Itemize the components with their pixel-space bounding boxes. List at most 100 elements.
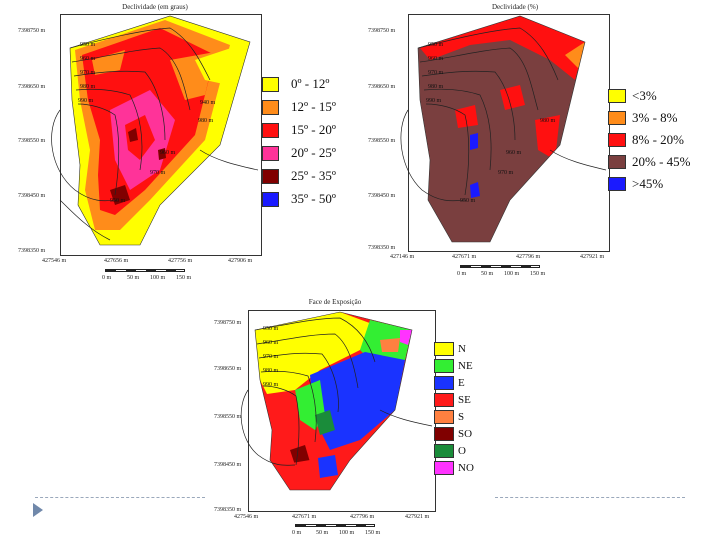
scale-bar: [460, 265, 540, 268]
legend-item: 20º - 25º: [262, 145, 336, 161]
legend-swatch: [434, 393, 454, 407]
contour-label: 960 m: [80, 56, 96, 62]
slope-degrees-map: [51, 15, 259, 246]
legend-label: NE: [458, 360, 473, 372]
y-tick-label: 7398650 m: [214, 366, 242, 372]
contour-label: 980 m: [80, 84, 96, 90]
y-tick-label: 7398650 m: [18, 84, 46, 90]
legend-item: 3% - 8%: [608, 110, 678, 126]
contour-label: 960 m: [506, 150, 522, 156]
legend-swatch: [608, 133, 626, 147]
bullet-arrow-icon: [33, 503, 43, 517]
contour-label: 980 m: [263, 368, 279, 374]
legend-swatch: [262, 99, 279, 115]
legend-item: 8% - 20%: [608, 132, 684, 148]
slope-degrees-legend: 0º - 12º 12º - 15º 15º - 20º 20º - 25º 25º -…: [262, 76, 357, 224]
legend-item: NE: [434, 359, 473, 373]
y-tick-label: 7398550 m: [214, 414, 242, 420]
contour-label: 950 m: [428, 42, 444, 48]
slope-percent-legend: <3% 3% - 8% 8% - 20% 20% - 45% >45%: [608, 88, 713, 198]
y-tick-label: 7398450 m: [214, 462, 242, 468]
legend-item: >45%: [608, 176, 663, 192]
slope-degrees-panel: Declividade (em graus) 739: [0, 0, 360, 290]
contour-label: 970 m: [498, 170, 514, 176]
legend-item: 20% - 45%: [608, 154, 691, 170]
y-tick-label: 7398550 m: [18, 138, 46, 144]
legend-item: 0º - 12º: [262, 76, 329, 92]
scale-label: 0 m: [457, 271, 467, 277]
contour-label: 960 m: [263, 340, 279, 346]
legend-label: 35º - 50º: [291, 191, 336, 206]
legend-item: O: [434, 444, 466, 458]
aspect-legend: N NE E SE S SO O NO: [434, 342, 494, 482]
legend-swatch: [434, 461, 454, 475]
scale-label: 50 m: [316, 530, 329, 536]
legend-swatch: [262, 76, 279, 92]
legend-label: 20% - 45%: [632, 154, 691, 169]
contour-label: 950 m: [263, 326, 279, 332]
x-tick-label: 427671 m: [452, 254, 477, 260]
legend-item: <3%: [608, 88, 657, 104]
y-tick-label: 7398750 m: [18, 28, 46, 34]
y-tick-label: 7398450 m: [368, 193, 396, 199]
legend-label: E: [458, 377, 465, 389]
legend-label: <3%: [632, 88, 657, 103]
contour-label: 990 m: [263, 382, 279, 388]
contour-label: 960 m: [160, 150, 176, 156]
x-tick-label: 427906 m: [228, 258, 253, 264]
x-tick-label: 427671 m: [292, 514, 317, 520]
scale-label: 0 m: [102, 275, 112, 281]
divider-left: [35, 497, 205, 498]
scale-label: 150 m: [365, 530, 381, 536]
contour-label: 970 m: [150, 170, 166, 176]
y-tick-label: 7398350 m: [214, 507, 242, 513]
y-tick-label: 7398550 m: [368, 138, 396, 144]
legend-label: N: [458, 343, 466, 355]
legend-item: 12º - 15º: [262, 99, 336, 115]
contour-label: 950 m: [110, 198, 126, 204]
legend-item: S: [434, 410, 464, 424]
legend-swatch: [608, 89, 626, 103]
contour-label: 950 m: [80, 42, 96, 48]
scale-label: 100 m: [339, 530, 355, 536]
scale-bar: [105, 269, 185, 272]
scale-label: 150 m: [176, 275, 192, 281]
legend-swatch: [262, 122, 279, 138]
contour-label: 970 m: [428, 70, 444, 76]
scale-bar: [295, 524, 375, 527]
legend-item: 25º - 35º: [262, 168, 336, 184]
slope-percent-panel: Declividade (%) 7398750 m 7398650 m 7398…: [360, 0, 720, 290]
legend-label: O: [458, 445, 466, 457]
legend-label: 20º - 25º: [291, 145, 336, 160]
legend-label: 12º - 15º: [291, 99, 336, 114]
legend-swatch: [434, 342, 454, 356]
contour-label: 980 m: [198, 118, 214, 124]
contour-label: 990 m: [78, 98, 94, 104]
legend-label: SE: [458, 394, 471, 406]
scale-label: 100 m: [150, 275, 166, 281]
legend-item: N: [434, 342, 466, 356]
scale-label: 50 m: [127, 275, 140, 281]
x-tick-label: 427756 m: [168, 258, 193, 264]
legend-label: NO: [458, 462, 474, 474]
divider-right: [495, 497, 685, 498]
slope-percent-map: [400, 15, 607, 243]
legend-swatch: [434, 427, 454, 441]
legend-label: 0º - 12º: [291, 76, 330, 91]
legend-item: 15º - 20º: [262, 122, 336, 138]
contour-label: 990 m: [426, 98, 442, 104]
legend-swatch: [608, 111, 626, 125]
legend-item: NO: [434, 461, 474, 475]
legend-swatch: [608, 155, 626, 169]
y-tick-label: 7398650 m: [368, 84, 396, 90]
x-tick-label: 427546 m: [234, 514, 259, 520]
aspect-panel: Face de Exposição 7398750: [200, 290, 520, 540]
legend-label: 15º - 20º: [291, 122, 336, 137]
x-tick-label: 427921 m: [580, 254, 605, 260]
y-tick-label: 7398750 m: [214, 320, 242, 326]
x-tick-label: 427546 m: [42, 258, 67, 264]
legend-label: SO: [458, 428, 473, 440]
scale-label: 0 m: [292, 530, 302, 536]
legend-label: >45%: [632, 176, 664, 191]
legend-label: S: [458, 411, 465, 423]
